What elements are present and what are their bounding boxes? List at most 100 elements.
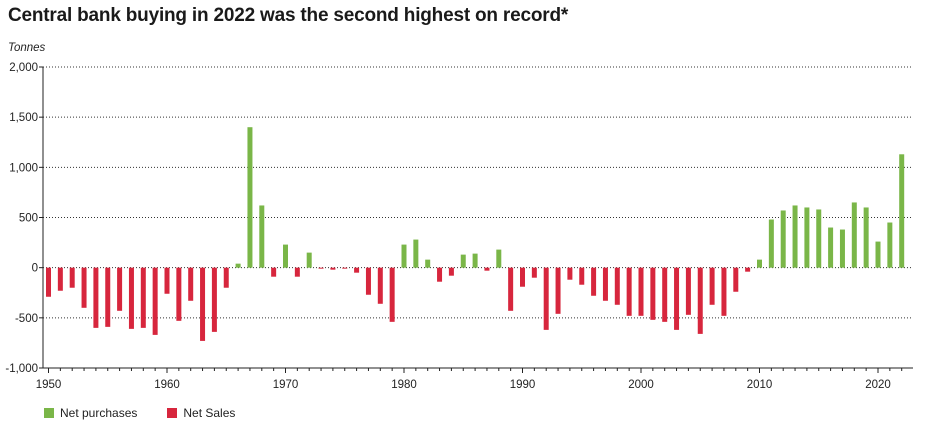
bars [46, 127, 905, 341]
bar-1999 [626, 267, 632, 316]
bar-1970 [283, 244, 288, 268]
bar-2015 [816, 209, 822, 268]
bar-2018 [851, 202, 857, 268]
bar-1974 [330, 267, 336, 270]
bar-1965 [223, 267, 229, 288]
legend-label-net-purchases: Net purchases [60, 406, 138, 420]
bar-2011 [768, 219, 774, 268]
bar-1980 [401, 244, 407, 268]
y-tick-label: -1,000 [5, 363, 38, 375]
gridlines [43, 66, 913, 319]
bar-2007 [721, 267, 727, 316]
bar-1996 [591, 267, 597, 296]
bar-1959 [152, 267, 158, 335]
legend-item-net-sales: Net Sales [167, 406, 235, 420]
x-tick-label: 1980 [391, 379, 417, 391]
y-axis-unit-label: Tonnes [8, 42, 46, 54]
bar-1986 [472, 253, 478, 268]
bar-1964 [211, 267, 217, 332]
legend-label-net-sales: Net Sales [183, 406, 236, 420]
bar-1981 [413, 239, 419, 268]
bar-1997 [602, 267, 608, 301]
bar-1989 [508, 267, 514, 311]
bar-1969 [271, 267, 277, 277]
bar-1956 [117, 267, 123, 311]
y-tick-label: 2,000 [9, 62, 38, 74]
bar-1954 [93, 267, 99, 328]
bar-1978 [377, 267, 383, 304]
bar-1991 [531, 267, 537, 278]
bar-1972 [306, 252, 312, 268]
bar-1952 [69, 267, 75, 288]
y-tick-label: 500 [19, 213, 38, 225]
bar-1966 [235, 263, 241, 268]
bar-1963 [200, 267, 206, 341]
bar-2013 [792, 205, 798, 268]
bar-2016 [828, 227, 834, 268]
bar-chart: -1,000 -500 0 500 1,000 1,500 2,000 1950 1960 19… [5, 62, 913, 391]
bar-2017 [839, 229, 845, 268]
bar-2021 [887, 222, 893, 268]
x-tick-label: 1970 [273, 379, 299, 391]
bar-1951 [57, 267, 63, 291]
bar-2004 [685, 267, 691, 315]
bar-1998 [614, 267, 620, 305]
y-tick-label: 1,000 [9, 162, 38, 174]
bar-1950 [46, 267, 51, 297]
bar-2012 [780, 210, 786, 268]
axes [39, 66, 913, 373]
y-tick-label: 1,500 [9, 112, 38, 124]
bar-1988 [496, 249, 502, 268]
bar-1962 [188, 267, 194, 301]
y-tick-labels: -1,000 -500 0 500 1,000 1,500 2,000 [5, 62, 38, 375]
bar-1992 [543, 267, 549, 330]
bar-1967 [247, 127, 253, 268]
y-tick-label: -500 [15, 313, 38, 325]
x-tick-label: 2020 [865, 379, 891, 391]
bar-1968 [259, 205, 265, 268]
bar-2010 [757, 259, 762, 268]
legend-swatch-net-sales [167, 408, 178, 418]
bar-1995 [579, 267, 585, 285]
bar-2002 [662, 267, 668, 322]
chart-title: Central bank buying in 2022 was the seco… [8, 5, 569, 26]
bar-2000 [638, 267, 644, 316]
x-tick-label: 2000 [628, 379, 654, 391]
bar-1982 [425, 259, 431, 268]
bar-1990 [520, 267, 525, 287]
bar-1987 [484, 267, 490, 271]
bar-1960 [164, 267, 170, 294]
bar-2008 [733, 267, 739, 292]
bar-1985 [460, 254, 466, 268]
legend-swatch-net-purchases [44, 408, 54, 418]
bar-2003 [674, 267, 680, 330]
bar-1976 [354, 267, 360, 273]
bar-1984 [448, 267, 454, 276]
bar-1955 [105, 267, 111, 327]
x-tick-label: 1960 [154, 379, 180, 391]
bar-1958 [140, 267, 146, 328]
bar-1994 [567, 267, 573, 280]
bar-1957 [128, 267, 134, 329]
y-tick-label: 0 [32, 263, 38, 275]
legend: Net purchases Net Sales [44, 406, 265, 420]
bar-2001 [650, 267, 656, 320]
x-tick-label: 2010 [747, 379, 773, 391]
bar-1953 [81, 267, 87, 308]
legend-item-net-purchases: Net purchases [44, 406, 137, 420]
bar-2014 [804, 207, 810, 268]
bar-1975 [342, 267, 348, 269]
bar-2022 [899, 154, 905, 268]
bar-1979 [389, 267, 395, 322]
bar-1961 [176, 267, 182, 321]
bar-1977 [365, 267, 371, 295]
bar-1983 [437, 267, 443, 282]
bar-1993 [555, 267, 561, 314]
bar-1971 [294, 267, 300, 277]
x-tick-label: 1990 [510, 379, 536, 391]
bar-2019 [863, 207, 869, 268]
bar-2006 [709, 267, 715, 305]
bar-2020 [875, 241, 881, 268]
x-tick-label: 1950 [36, 379, 62, 391]
bar-1973 [318, 267, 324, 269]
